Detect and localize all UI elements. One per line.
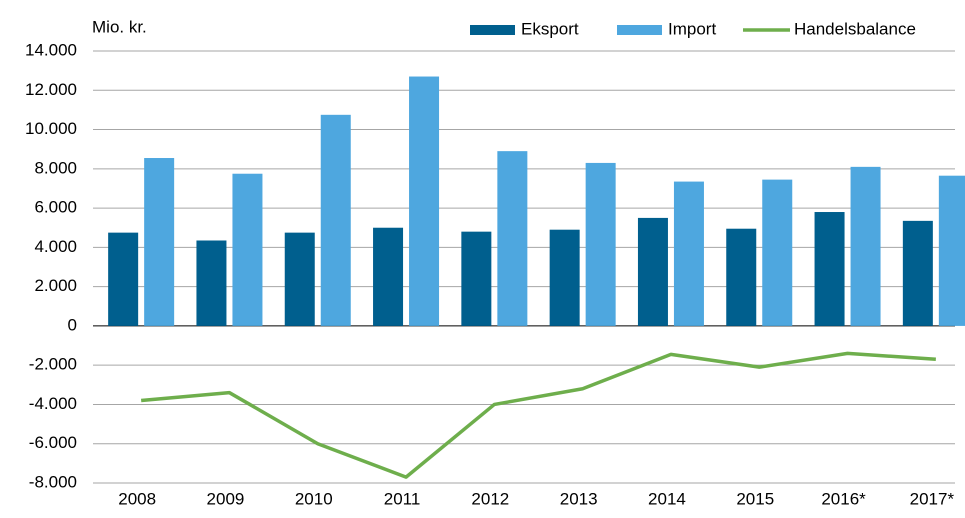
- bar: [108, 232, 139, 326]
- bar: [902, 220, 933, 326]
- line: [140, 351, 936, 479]
- x-tick-label: 2017*: [910, 489, 955, 508]
- bar: [232, 173, 263, 326]
- bar: [461, 231, 492, 326]
- bar: [284, 232, 315, 326]
- bar: [497, 151, 528, 326]
- x-tick-label: 2011: [384, 489, 421, 508]
- bar: [196, 240, 227, 326]
- x-tick-label: 2012: [471, 489, 509, 508]
- bar: [637, 217, 668, 326]
- x-tick-label: 2016*: [821, 489, 866, 508]
- y-tick-label: 6.000: [34, 198, 77, 217]
- x-tick-label: 2008: [118, 489, 156, 508]
- bar: [814, 212, 845, 326]
- x-tick-label: 2014: [648, 489, 686, 508]
- bar: [549, 229, 580, 326]
- bar: [938, 175, 965, 326]
- y-tick-label: -2.000: [29, 355, 77, 374]
- x-tick-label: 2015: [736, 489, 774, 508]
- bar: [762, 179, 793, 326]
- y-tick-label: -6.000: [29, 433, 77, 452]
- x-tick-label: 2010: [295, 489, 333, 508]
- bar: [409, 76, 440, 326]
- bar: [320, 114, 351, 326]
- y-tick-label: 10.000: [25, 119, 77, 138]
- legend-label: Eksport: [521, 19, 579, 38]
- x-tick-label: 2013: [560, 489, 598, 508]
- y-tick-label: 8.000: [34, 158, 77, 177]
- y-tick-label: -4.000: [29, 394, 77, 413]
- legend-label: Import: [668, 19, 716, 38]
- x-tick-label: 2009: [207, 489, 245, 508]
- legend-swatch: [617, 25, 662, 35]
- bar: [850, 166, 881, 326]
- legend-swatch: [470, 25, 515, 35]
- y-tick-label: -8.000: [29, 472, 77, 491]
- bar: [144, 158, 175, 326]
- bar: [373, 227, 404, 326]
- bar: [726, 228, 757, 326]
- legend-label: Handelsbalance: [794, 19, 916, 38]
- y-tick-label: 12.000: [25, 80, 77, 99]
- y-axis-label: Mio. kr.: [92, 17, 147, 36]
- bar: [585, 162, 616, 326]
- y-tick-label: 2.000: [34, 276, 77, 295]
- y-tick-label: 14.000: [25, 40, 77, 59]
- bar: [673, 181, 704, 326]
- y-tick-label: 0: [68, 315, 77, 334]
- y-tick-label: 4.000: [34, 237, 77, 256]
